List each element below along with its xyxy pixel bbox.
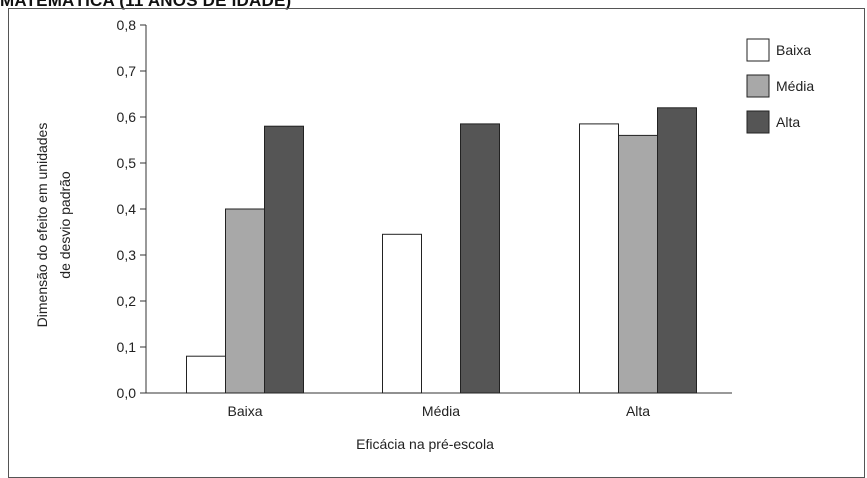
- bar: [225, 208, 265, 394]
- bar: [460, 123, 500, 394]
- y-tick-label: 0,5: [117, 155, 137, 171]
- y-tick-label: 0,8: [117, 17, 137, 33]
- legend-swatch: [746, 74, 770, 98]
- x-tick-label: Alta: [626, 403, 650, 419]
- y-tick-label: 0,6: [117, 109, 137, 125]
- x-axis-label: Eficácia na pré-escola: [356, 436, 494, 452]
- y-tick-label: 0,1: [117, 339, 137, 355]
- bar: [657, 107, 697, 394]
- y-axis: 0,0 0,1 0,2 0,3 0,4 0,5 0,6 0,7 0,8: [117, 17, 147, 401]
- y-tick-label: 0,4: [117, 201, 137, 217]
- legend-swatch: [746, 38, 770, 62]
- chart-title: MATEMÁTICA (11 ANOS DE IDADE): [0, 0, 292, 10]
- y-axis-label-line-2: de desvio padrão: [57, 171, 73, 279]
- bars: Baixa Média Alta: [186, 107, 697, 419]
- x-tick-label: Média: [422, 403, 460, 419]
- y-tick-label: 0,0: [117, 385, 137, 401]
- y-tick-label: 0,7: [117, 63, 137, 79]
- x-tick-label: Baixa: [227, 403, 262, 419]
- legend-label: Baixa: [776, 42, 811, 58]
- bar: [264, 125, 304, 394]
- legend-label: Alta: [776, 114, 800, 130]
- y-tick-label: 0,3: [117, 247, 137, 263]
- bar: [579, 123, 619, 394]
- legend-label: Média: [776, 78, 814, 94]
- bar-chart: 0,0 0,1 0,2 0,3 0,4 0,5 0,6 0,7 0,8 Baixa Média Al…: [34, 17, 814, 452]
- bar: [382, 233, 422, 394]
- legend: Baixa Média Alta: [746, 38, 814, 134]
- bar: [618, 134, 658, 394]
- legend-swatch: [746, 110, 770, 134]
- y-tick-label: 0,2: [117, 293, 137, 309]
- y-axis-label-line-1: Dimensão do efeito em unidades: [34, 123, 50, 328]
- bar: [186, 355, 226, 394]
